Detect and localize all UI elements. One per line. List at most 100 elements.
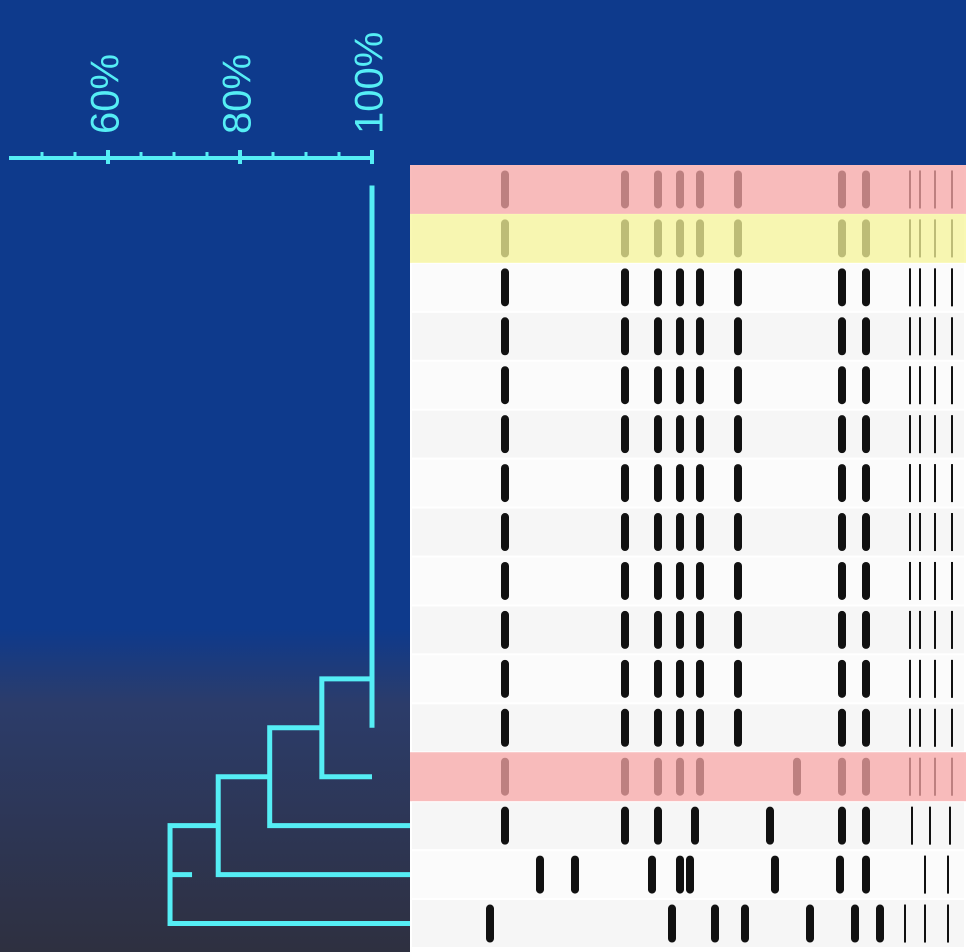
gel-band [536,855,544,894]
lane [412,459,964,507]
gel-band [676,855,684,894]
gel-band [696,610,704,649]
gel-band [621,659,629,698]
gel-band [501,708,509,747]
lane [412,606,964,654]
gel-band [696,708,704,747]
gel-band [838,415,846,454]
gel-band [696,561,704,600]
gel-band [648,855,656,894]
gel-band [919,708,921,747]
gel-band [676,366,684,405]
gel-band [909,268,911,307]
gel-band [654,366,662,405]
gel-band [911,806,913,845]
gel-band [934,268,936,307]
lane [412,900,964,947]
gel-band [676,317,684,356]
gel-band [501,513,509,552]
gel-band [934,415,936,454]
gel-band [654,659,662,698]
gel-band [862,366,870,405]
gel-band [571,855,579,894]
gel-band [621,513,629,552]
gel-band [862,610,870,649]
gel-band [654,708,662,747]
gel-band [951,268,953,307]
gel-band [654,268,662,307]
lane [412,410,964,458]
gel-band [919,268,921,307]
gel-band [862,561,870,600]
gel-band [676,415,684,454]
gel-band [919,513,921,552]
gel-band [934,513,936,552]
gel-band [909,464,911,503]
gel-band [501,268,509,307]
gel-band [676,708,684,747]
gel-band [696,464,704,503]
gel-band [621,268,629,307]
gel-band [734,708,742,747]
lane-highlight [410,752,966,802]
gel-band [771,855,779,894]
gel-band [766,806,774,845]
gel-band [862,317,870,356]
gel-band [929,806,931,845]
gel-band [654,415,662,454]
gel-band [919,464,921,503]
gel-band [676,561,684,600]
gel-band [909,317,911,356]
gel-band [934,561,936,600]
gel-band [734,366,742,405]
gel-band [909,513,911,552]
gel-band [838,610,846,649]
gel-band [862,708,870,747]
gel-band [654,464,662,503]
gel-band [668,904,676,943]
x-tick-label: 60% [84,54,128,134]
gel-band [862,268,870,307]
gel-band [696,513,704,552]
gel-band [838,366,846,405]
gel-band [501,561,509,600]
gel-band [909,561,911,600]
gel-band [862,464,870,503]
lane [412,263,964,311]
gel-band [501,464,509,503]
gel-band [621,366,629,405]
gel-band [909,415,911,454]
gel-band [919,317,921,356]
gel-band [734,561,742,600]
gel-band [686,855,694,894]
gel-band [949,806,951,845]
gel-band [501,659,509,698]
gel-band [806,904,814,943]
lane [412,655,964,703]
gel-band [621,806,629,845]
gel-band [862,415,870,454]
gel-band [676,513,684,552]
gel-band [501,806,509,845]
lane [412,312,964,360]
gel-band [676,464,684,503]
gel-band [486,904,494,943]
gel-band [676,659,684,698]
gel-band [919,659,921,698]
gel-band [951,561,953,600]
gel-band [654,806,662,845]
gel-band [676,268,684,307]
gel-band [909,610,911,649]
gel-band [947,904,949,943]
gel-band [951,610,953,649]
gel-band [501,610,509,649]
gel-band [909,366,911,405]
gel-band [951,708,953,747]
gel-band [924,904,926,943]
lane-highlight [410,213,966,263]
gel-band [876,904,884,943]
gel-band [934,464,936,503]
x-tick-label: 100% [348,32,392,134]
gel-band [951,415,953,454]
gel-band [904,904,906,943]
